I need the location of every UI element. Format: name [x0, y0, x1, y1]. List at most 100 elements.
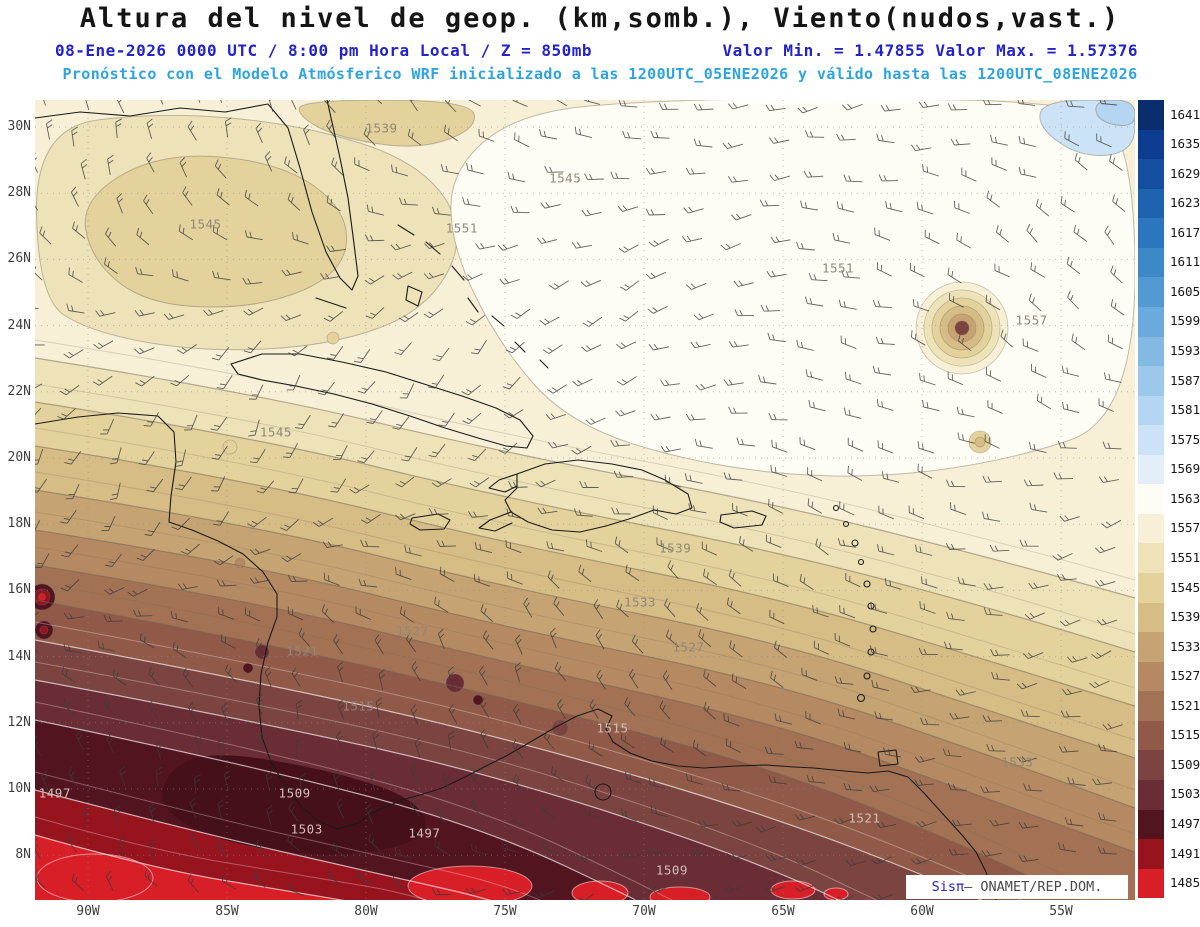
colorbar-row: 1533 — [1138, 632, 1200, 662]
contour-eddy-ring — [954, 320, 970, 336]
coastline-lake-maracaibo — [594, 783, 612, 801]
colorbar-swatch — [1138, 247, 1164, 278]
colorbar-swatch — [1138, 129, 1164, 160]
colorbar-swatch — [1138, 868, 1164, 899]
colorbar-swatch — [1138, 632, 1164, 662]
colorbar-row: 1635 — [1138, 129, 1200, 160]
colorbar-value-label: 1503 — [1170, 786, 1200, 802]
colorbar: 1641 1635 1629 1623 1617 1611 1605 1599 1593 1587… — [1138, 100, 1200, 899]
coastline-lesser-antilles — [863, 580, 871, 588]
colorbar-row: 1503 — [1138, 779, 1200, 810]
colorbar-swatch — [1138, 750, 1164, 780]
contour-line-minor — [35, 816, 428, 900]
colorbar-value-label: 1569 — [1170, 461, 1200, 477]
contour-fill-min-patch — [571, 880, 629, 900]
colorbar-row: 1491 — [1138, 839, 1200, 869]
colorbar-row: 1497 — [1138, 809, 1200, 840]
colorbar-value-label: 1641 — [1170, 106, 1200, 122]
colorbar-value-label: 1563 — [1170, 490, 1200, 506]
colorbar-row: 1551 — [1138, 543, 1200, 573]
contour-eddy-ring — [472, 694, 484, 706]
colorbar-value-label: 1491 — [1170, 845, 1200, 861]
colorbar-value-label: 1593 — [1170, 343, 1200, 359]
coastline-lesser-antilles — [856, 693, 866, 703]
colorbar-value-label: 1587 — [1170, 372, 1200, 388]
minmax-values-text: Valor Min. = 1.47855 Valor Max. = 1.5737… — [722, 41, 1138, 60]
contour-line — [35, 401, 1135, 653]
colorbar-swatch — [1138, 720, 1164, 751]
lon-tick-label: 75W — [493, 904, 517, 919]
lat-tick-label: 20N — [7, 450, 31, 465]
colorbar-row: 1563 — [1138, 484, 1200, 514]
contour-line — [35, 789, 491, 900]
header-datetime-row: 08-Ene-2026 0000 UTC / 8:00 pm Hora Loca… — [55, 41, 1138, 60]
colorbar-value-label: 1497 — [1170, 816, 1200, 832]
colorbar-value-label: 1611 — [1170, 254, 1200, 270]
contour-line — [35, 445, 1135, 707]
colorbar-value-label: 1527 — [1170, 668, 1200, 684]
contour-eddy-ring — [38, 593, 46, 601]
colorbar-value-label: 1629 — [1170, 165, 1200, 181]
credit-org: – ONAMET/REP.DOM. — [964, 879, 1103, 895]
lat-tick-label: 12N — [7, 714, 31, 730]
coastline-lesser-antilles — [863, 672, 871, 680]
contour-line-minor — [35, 427, 1135, 689]
colorbar-swatch — [1138, 425, 1164, 455]
lon-tick-label: 65W — [771, 904, 795, 919]
colorbar-row: 1485 — [1138, 868, 1200, 899]
colorbar-swatch — [1138, 306, 1164, 337]
model-info-line: Pronóstico con el Modelo Atmósferico WRF… — [62, 65, 1138, 83]
colorbar-row: 1521 — [1138, 691, 1200, 721]
colorbar-row: 1629 — [1138, 159, 1200, 189]
page-title: Altura del nivel de geop. (km,somb.), Vi… — [79, 3, 1121, 34]
colorbar-swatch — [1138, 336, 1164, 367]
lon-tick-label: 90W — [76, 904, 100, 919]
colorbar-swatch — [1138, 395, 1164, 426]
lon-tick-label: 85W — [215, 904, 239, 919]
colorbar-value-label: 1599 — [1170, 313, 1200, 329]
colorbar-row: 1575 — [1138, 425, 1200, 455]
lat-tick-label: 18N — [7, 516, 31, 532]
colorbar-swatch — [1138, 159, 1164, 189]
colorbar-row: 1557 — [1138, 513, 1200, 544]
lon-tick-label: 70W — [632, 904, 656, 919]
colorbar-swatch — [1138, 188, 1164, 219]
colorbar-row: 1605 — [1138, 277, 1200, 307]
contour-fill-min-patch — [649, 886, 711, 900]
lon-tick-label: 80W — [354, 904, 378, 919]
colorbar-row: 1623 — [1138, 188, 1200, 219]
colorbar-row: 1599 — [1138, 306, 1200, 337]
lat-tick-label: 28N — [7, 185, 31, 201]
contour-fill-blob — [450, 100, 1135, 477]
contour-line-minor — [35, 546, 1135, 835]
contour-line-minor — [35, 701, 673, 900]
lat-tick-label: 30N — [7, 119, 31, 134]
colorbar-row: 1539 — [1138, 602, 1200, 633]
colorbar-value-label: 1521 — [1170, 697, 1200, 713]
contour-line — [35, 719, 638, 900]
colorbar-value-label: 1617 — [1170, 224, 1200, 240]
colorbar-value-label: 1515 — [1170, 727, 1200, 743]
contour-line — [35, 679, 840, 900]
contour-line-minor — [35, 661, 878, 900]
wind-barb-layer — [35, 100, 1126, 900]
contour-eddy-ring — [242, 662, 254, 674]
colorbar-swatch — [1138, 573, 1164, 603]
lat-tick-label: 22N — [7, 383, 31, 399]
lat-tick-label: 14N — [7, 648, 31, 664]
lon-tick-label: 55W — [1049, 904, 1073, 919]
wind-barbs — [35, 100, 1126, 900]
colorbar-row: 1527 — [1138, 661, 1200, 692]
colorbar-value-label: 1635 — [1170, 136, 1200, 152]
colorbar-swatch — [1138, 602, 1164, 633]
colorbar-value-label: 1539 — [1170, 609, 1200, 625]
contour-line-minor — [35, 621, 1023, 900]
credit-box: Sisπ– ONAMET/REP.DOM. — [906, 875, 1128, 899]
colorbar-value-label: 1623 — [1170, 195, 1200, 211]
colorbar-row: 1569 — [1138, 454, 1200, 485]
colorbar-value-label: 1581 — [1170, 402, 1200, 418]
colorbar-value-label: 1551 — [1170, 549, 1200, 565]
colorbar-row: 1581 — [1138, 395, 1200, 426]
